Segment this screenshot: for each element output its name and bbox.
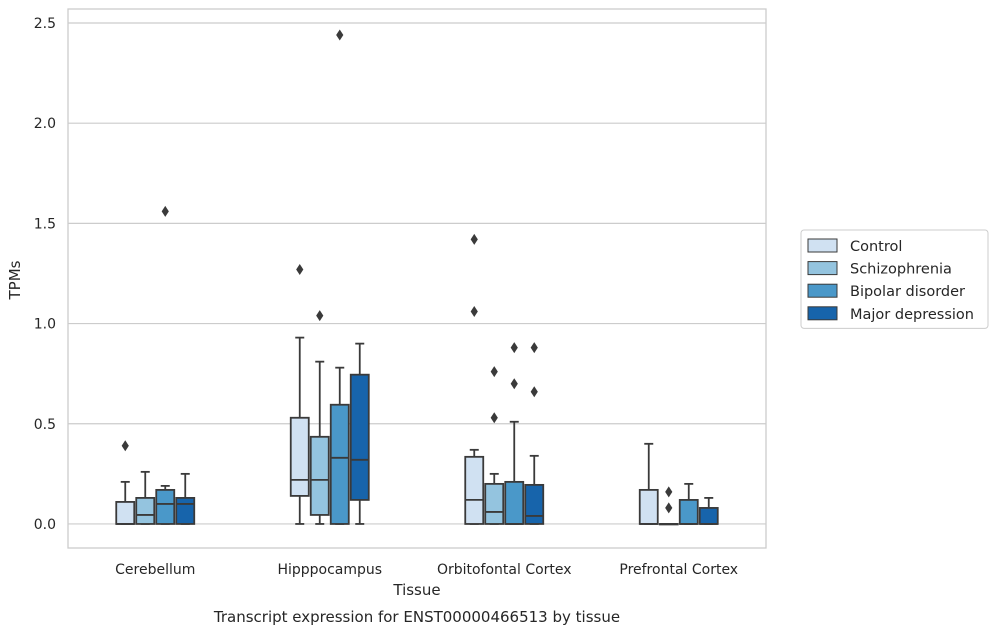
box-major-depression <box>175 472 196 525</box>
outlier-point <box>296 263 304 275</box>
legend-swatch <box>807 261 838 276</box>
box-body <box>115 501 136 525</box>
box-schizophrenia <box>309 310 330 525</box>
outlier-point <box>510 342 518 354</box>
box-schizophrenia <box>484 366 505 525</box>
box-control <box>464 233 485 525</box>
outlier-point <box>530 386 538 398</box>
box-control <box>638 442 659 525</box>
box-body <box>504 480 525 525</box>
outlier-point <box>665 486 673 498</box>
legend-frame <box>800 229 989 329</box>
box-bipolar-disorder <box>504 342 525 525</box>
x-axis-ticks: Cerebellum Hipppocampus Orbitofontal Corte… <box>115 562 738 578</box>
box-bipolar-disorder <box>678 482 699 525</box>
legend-label: Major depression <box>850 307 974 323</box>
outlier-point <box>161 205 169 217</box>
box-major-depression <box>698 497 719 525</box>
box-body <box>289 416 310 497</box>
y-tick-label: 0.5 <box>34 417 56 433</box>
box-schizophrenia <box>658 486 679 526</box>
chart-caption: Transcript expression for ENST0000046651… <box>213 608 620 626</box>
outlier-point <box>316 310 324 322</box>
x-tick-label: Cerebellum <box>115 562 195 578</box>
y-tick-label: 0.0 <box>34 517 56 533</box>
box-body <box>678 499 699 525</box>
box-body <box>349 373 370 501</box>
outlier-point <box>510 378 518 390</box>
outlier-point <box>470 306 478 318</box>
box-body <box>309 435 330 516</box>
legend-swatch <box>807 283 838 298</box>
legend: Control Schizophrenia Bipolar disorder Majo… <box>800 229 989 329</box>
x-axis-title: Tissue <box>392 581 440 599</box>
y-tick-label: 2.5 <box>34 16 56 32</box>
box-body <box>524 483 545 525</box>
outlier-point <box>490 412 498 424</box>
box-body <box>175 497 196 525</box>
box-body <box>464 455 485 525</box>
grid-lines <box>68 22 766 525</box>
box-control <box>115 440 136 525</box>
y-axis-title: TPMs <box>6 260 24 300</box>
box-body <box>135 497 156 525</box>
box-plot-series <box>115 29 719 526</box>
box-major-depression <box>524 342 545 525</box>
box-body <box>638 488 659 525</box>
legend-label: Control <box>850 239 902 255</box>
box-body <box>329 403 350 525</box>
y-tick-label: 1.5 <box>34 216 56 232</box>
outlier-point <box>490 366 498 378</box>
legend-swatch <box>807 306 838 321</box>
legend-label: Bipolar disorder <box>850 284 965 300</box>
plot-frame <box>67 8 767 549</box>
box-body <box>155 488 176 525</box>
box-body <box>698 507 719 525</box>
box-body <box>484 482 505 525</box>
legend-label: Schizophrenia <box>850 262 952 278</box>
outlier-point <box>530 342 538 354</box>
outlier-point <box>470 233 478 245</box>
box-control <box>289 263 310 525</box>
legend-swatch <box>807 238 838 253</box>
box-bipolar-disorder <box>329 29 350 525</box>
y-tick-label: 1.0 <box>34 317 56 333</box>
x-tick-label: Prefrontal Cortex <box>619 562 738 578</box>
outlier-point <box>665 502 673 514</box>
y-axis-ticks: 0.0 0.5 1.0 1.5 2.0 2.5 <box>34 16 56 533</box>
y-tick-label: 2.0 <box>34 116 56 132</box>
x-tick-label: Hipppocampus <box>277 562 382 578</box>
x-tick-label: Orbitofontal Cortex <box>437 562 572 578</box>
box-major-depression <box>349 342 370 525</box>
outlier-point <box>336 29 344 41</box>
outlier-point <box>121 440 129 452</box>
box-bipolar-disorder <box>155 205 176 525</box>
box-schizophrenia <box>135 470 156 525</box>
